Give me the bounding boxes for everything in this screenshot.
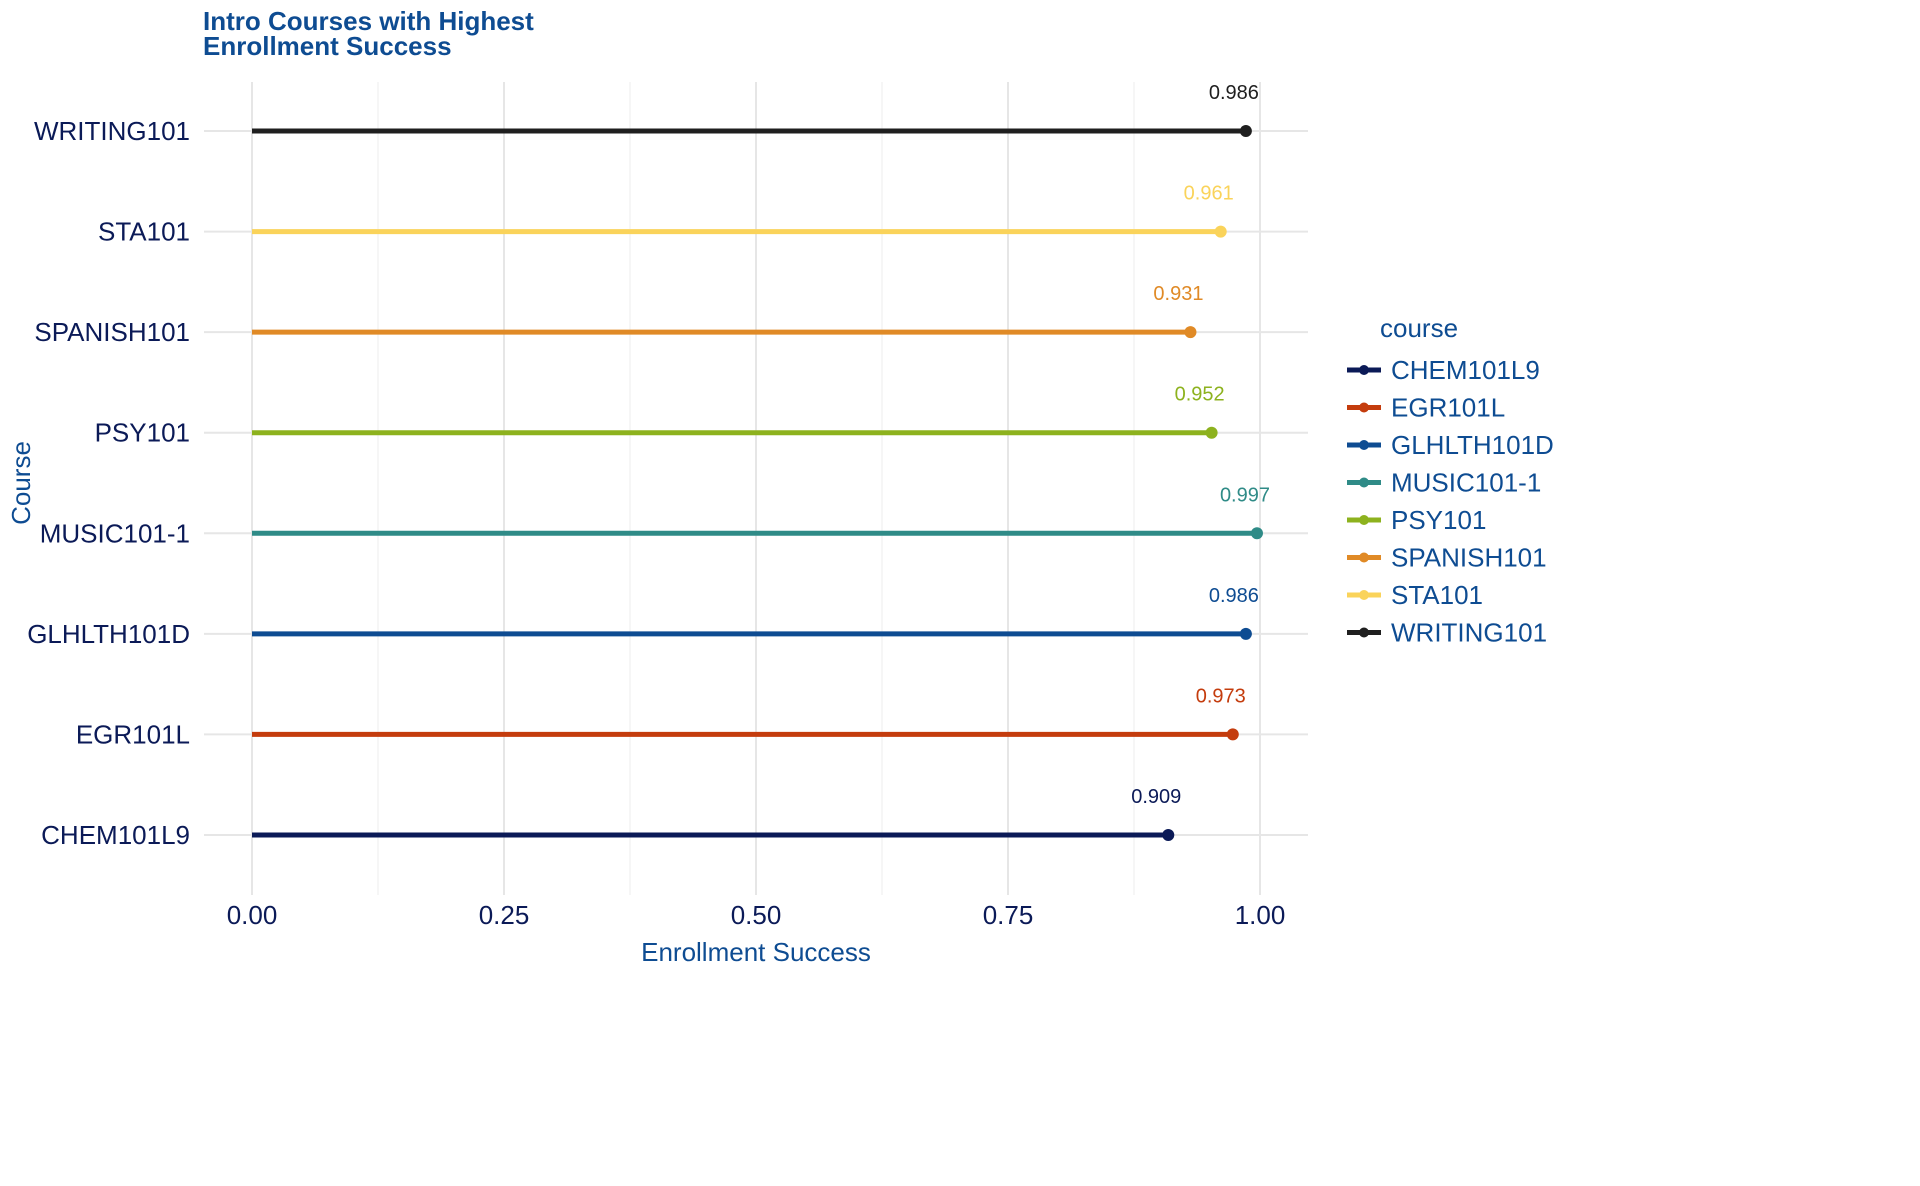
legend-key-point: [1359, 515, 1369, 525]
x-axis-title: Enrollment Success: [641, 937, 871, 967]
y-tick-label: SPANISH101: [34, 317, 190, 347]
legend-label: PSY101: [1391, 505, 1486, 535]
y-tick-label: GLHLTH101D: [27, 619, 190, 649]
legend-label: GLHLTH101D: [1391, 430, 1554, 460]
legend-key-point: [1359, 627, 1369, 638]
legend-label: WRITING101: [1391, 618, 1547, 648]
lollipop-point: [1214, 225, 1227, 238]
x-tick-label: 0.00: [227, 900, 278, 930]
lollipop-point: [1205, 426, 1218, 439]
data-label: 0.986: [1209, 585, 1259, 607]
data-label: 0.961: [1184, 183, 1234, 205]
legend-label: STA101: [1391, 580, 1483, 610]
x-axis-ticks: 0.00 0.25 0.50 0.75 1.00: [227, 900, 1286, 930]
x-tick-label: 0.25: [479, 900, 530, 930]
x-tick-label: 0.75: [983, 900, 1034, 930]
chart-title-line: Enrollment Success: [203, 31, 452, 61]
y-tick-label: MUSIC101-1: [40, 518, 190, 548]
y-tick-label: EGR101L: [76, 719, 190, 749]
x-tick-label: 1.00: [1235, 900, 1286, 930]
lollipop-point: [1184, 326, 1197, 339]
grid: [204, 82, 1308, 895]
legend-key-point: [1359, 440, 1369, 450]
chart-title-line: Intro Courses with Highest: [203, 6, 534, 36]
data-label: 0.952: [1175, 384, 1225, 406]
legend-key-point: [1359, 477, 1369, 488]
y-tick-label: CHEM101L9: [41, 820, 190, 850]
plot-marks: 0.909 0.973 0.986 0.997 0.952 0.931 0.961 0.986: [252, 82, 1270, 841]
legend-label: SPANISH101: [1391, 543, 1547, 573]
y-tick-label: STA101: [98, 217, 190, 247]
legend-key-point: [1359, 365, 1369, 375]
data-label: 0.973: [1196, 685, 1246, 707]
legend-key-point: [1359, 402, 1369, 413]
legend-key-point: [1359, 552, 1369, 563]
y-axis-ticks: CHEM101L9 EGR101L GLHLTH101D MUSIC101-1 PSY1…: [27, 116, 190, 850]
x-tick-label: 0.50: [731, 900, 782, 930]
data-label: 0.986: [1209, 82, 1259, 104]
lollipop-point: [1162, 829, 1175, 841]
y-tick-label: WRITING101: [34, 116, 190, 146]
legend-title: course: [1380, 313, 1458, 343]
lollipop-point: [1226, 728, 1239, 741]
data-label: 0.997: [1220, 484, 1270, 506]
legend-label: EGR101L: [1391, 393, 1505, 423]
lollipop-point: [1239, 125, 1252, 137]
lollipop-point: [1239, 627, 1252, 640]
legend: course CHEM101L9 EGR101L GLHLTH101D MUSIC10…: [1347, 313, 1554, 648]
y-axis-title: Course: [6, 441, 36, 525]
data-label: 0.931: [1153, 283, 1203, 305]
data-label: 0.909: [1131, 786, 1181, 808]
lollipop-point: [1250, 527, 1263, 540]
legend-key-point: [1359, 590, 1369, 600]
y-tick-label: PSY101: [95, 418, 190, 448]
legend-label: MUSIC101-1: [1391, 468, 1541, 498]
legend-label: CHEM101L9: [1391, 355, 1540, 385]
